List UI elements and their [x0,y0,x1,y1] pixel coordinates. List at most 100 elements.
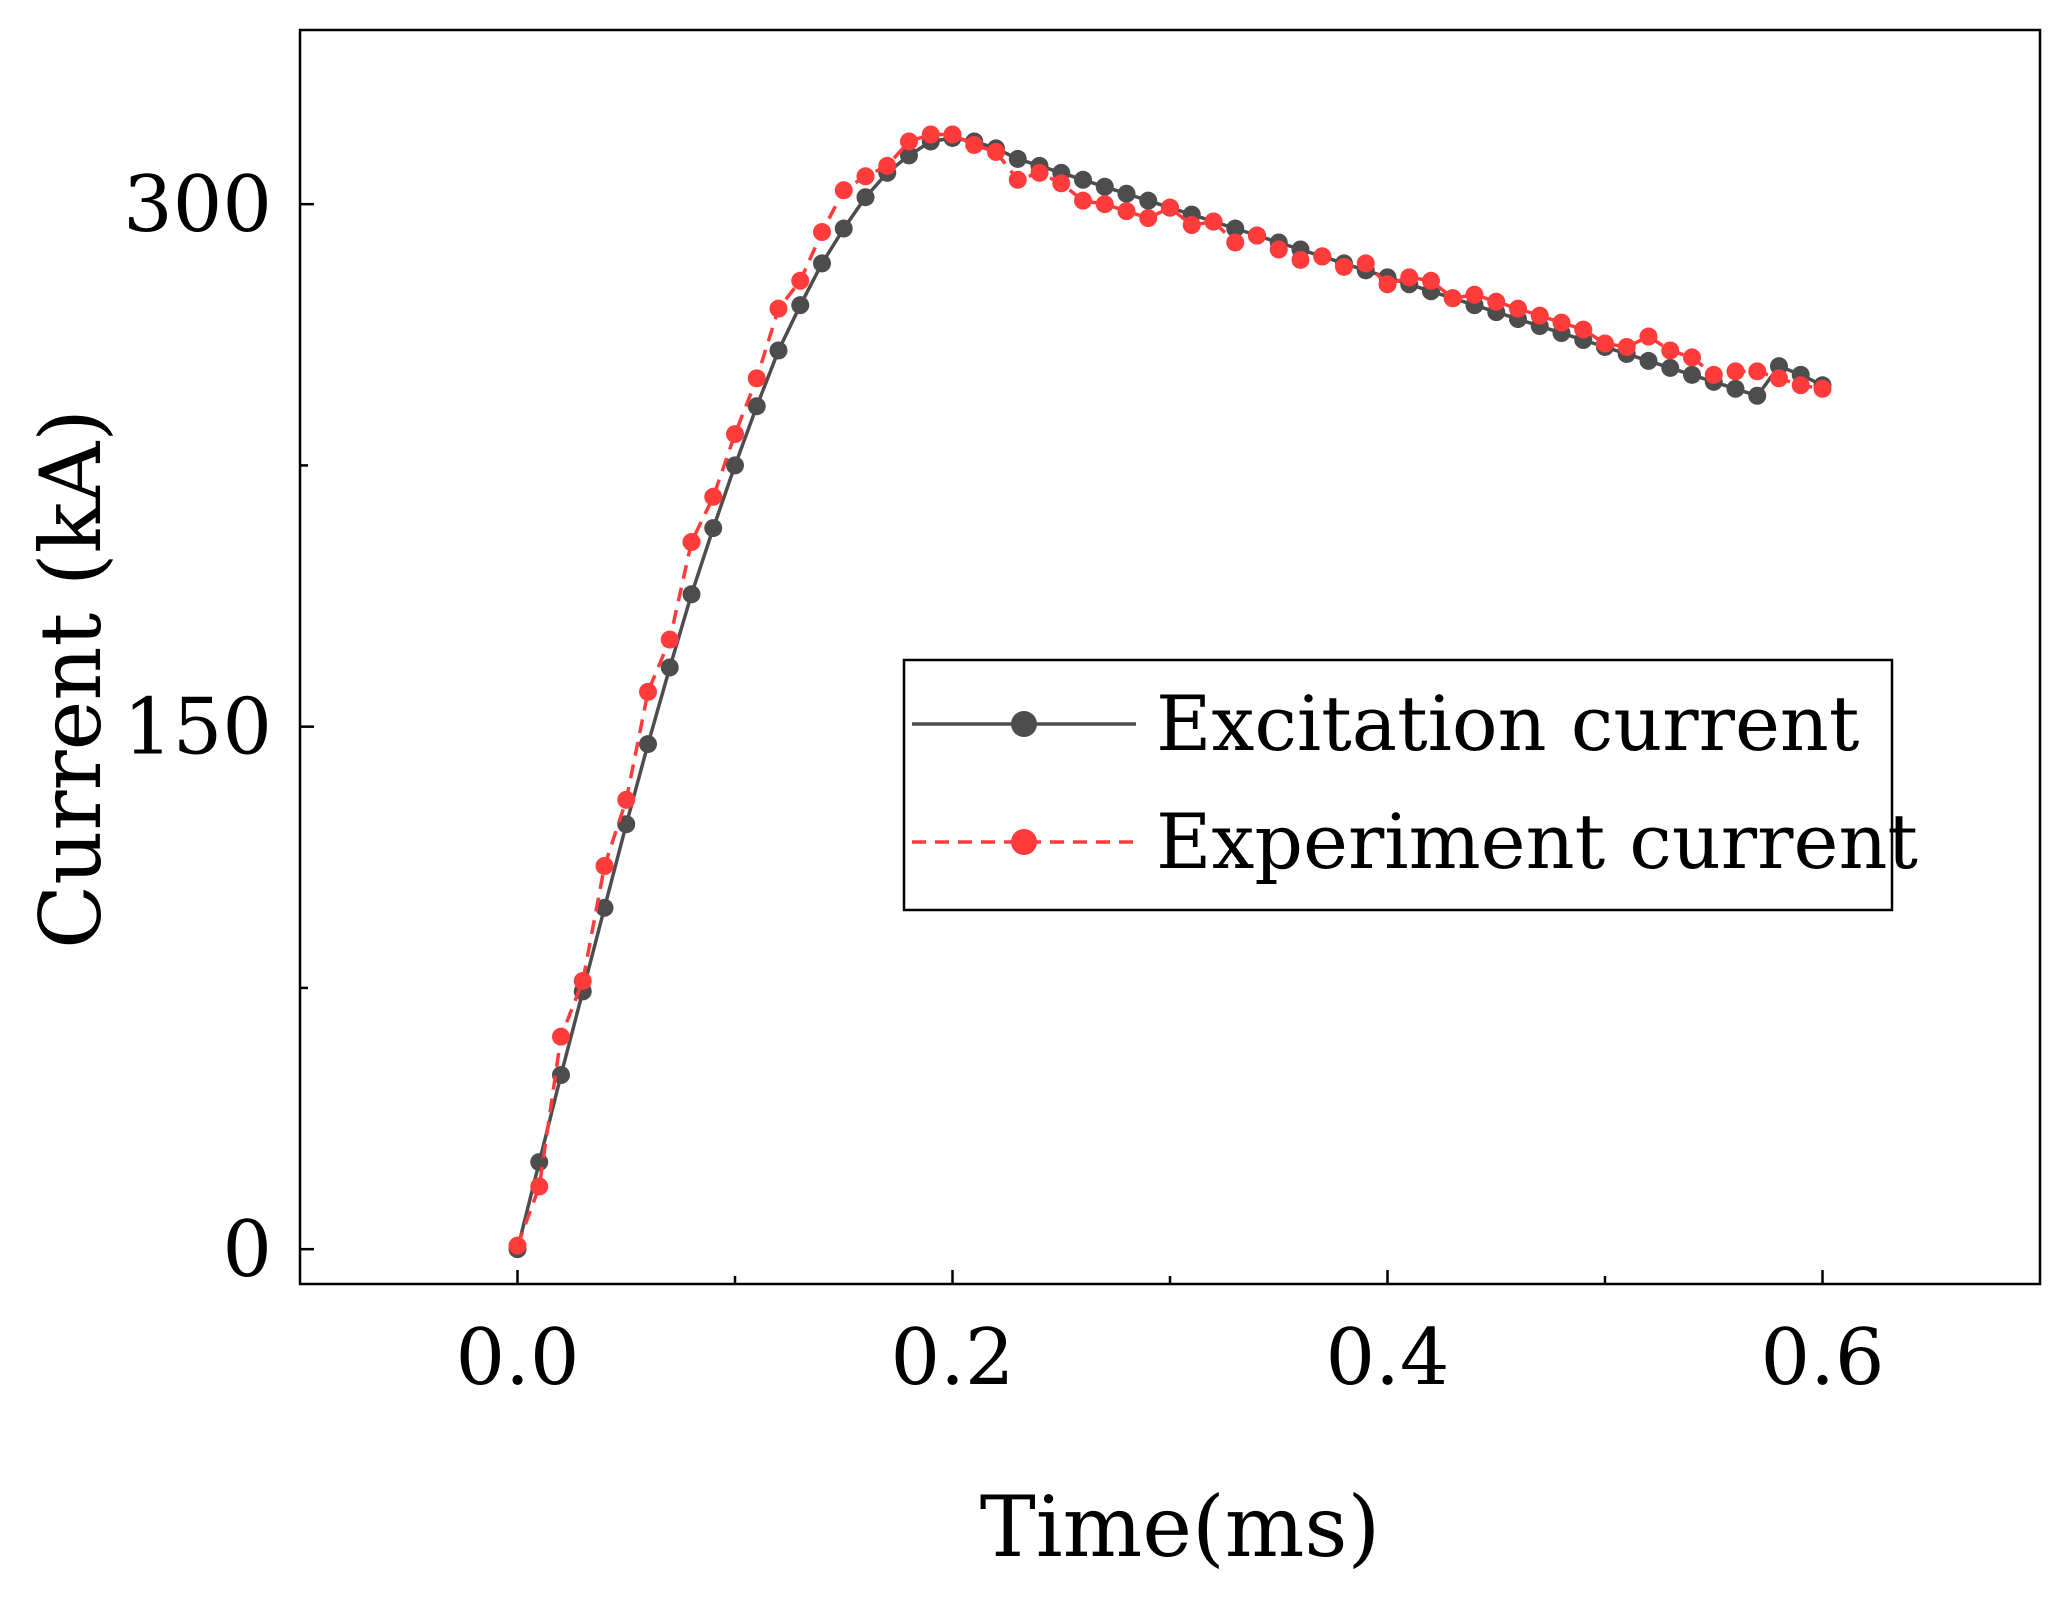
data-point [1509,299,1527,318]
data-point [1552,313,1571,332]
data-point [660,630,679,649]
data-point [1313,247,1332,266]
x-tick-label: 0.2 [890,1313,1014,1403]
data-point [878,156,897,175]
data-point [791,296,810,315]
data-point [1182,216,1201,235]
data-point [1726,362,1745,381]
data-point [1095,195,1114,214]
data-point [1030,163,1049,182]
data-point [1095,177,1114,196]
data-point [987,142,1005,161]
data-point [1291,250,1310,269]
data-point [1683,348,1701,367]
data-point [965,135,984,154]
x-axis-title: Time(ms) [980,1478,1381,1576]
data-point [1791,376,1810,395]
legend-entry-experiment-current: Experiment current [1156,797,1918,886]
y-tick-label: 300 [123,160,272,250]
data-point [704,519,723,538]
data-point [856,167,875,186]
data-point [834,181,853,200]
data-point [639,682,657,701]
data-point [1117,202,1136,221]
y-tick-label: 150 [123,683,272,773]
data-point [1596,334,1614,353]
data-point [530,1153,549,1172]
data-point [530,1177,549,1196]
data-point [1639,327,1658,346]
data-point [508,1236,527,1255]
data-point [1139,191,1158,210]
data-point [1639,351,1658,370]
data-point [1813,379,1832,398]
data-point [1074,191,1092,210]
legend-entry-excitation-current: Excitation current [1156,679,1859,768]
data-point [1617,337,1636,356]
data-point [943,125,962,144]
data-point [1748,362,1767,381]
data-point [1378,275,1397,294]
data-point [900,146,918,165]
x-tick-label: 0.0 [455,1313,579,1403]
data-point [1704,365,1723,384]
data-point [1530,306,1549,325]
x-tick-label: 0.4 [1325,1313,1449,1403]
data-point [1226,233,1245,252]
data-point [1204,212,1223,231]
legend-box [902,658,1894,912]
data-point [1248,226,1266,245]
legend-swatch-marker-experiment [1011,829,1037,855]
data-point [1726,379,1745,398]
data-point [747,397,766,416]
data-point [1335,257,1353,276]
data-point [552,1027,570,1046]
data-point [1683,365,1701,384]
data-point [573,971,592,990]
data-point [769,299,788,318]
data-point [1574,320,1593,339]
legend-swatch-marker-excitation [1011,711,1037,737]
data-point [1748,386,1767,405]
data-point [595,898,614,917]
data-point [1139,209,1158,228]
data-point [791,271,810,290]
y-axis-title: Current (kA) [22,409,120,949]
data-point [682,533,701,552]
data-point [1052,174,1071,193]
data-point [813,223,831,242]
data-point [1226,219,1245,238]
data-point [813,254,831,273]
data-point [1422,271,1440,290]
data-point [660,658,679,677]
data-point [834,219,853,238]
data-point [726,456,744,475]
legend: Excitation current Experiment current [902,658,1918,912]
data-point [1661,358,1680,377]
data-point [1008,149,1027,168]
data-point [921,125,940,144]
data-point [769,341,788,360]
data-point [682,585,701,604]
data-point [1770,369,1788,388]
data-point [639,735,657,754]
data-point [900,132,918,151]
y-tick-label: 0 [222,1205,272,1295]
data-point [1661,341,1680,360]
data-point [856,188,875,207]
data-point [1487,292,1506,311]
data-point [726,425,744,444]
data-point [1008,170,1027,189]
data-point [1117,184,1136,203]
data-point [617,790,636,809]
data-point [1465,285,1484,304]
data-point [1443,289,1462,308]
plot-frame [298,28,2042,1286]
tick-layer: 0.0 0.2 0.4 0.6 0 150 300 [123,160,1884,1403]
data-point [1161,198,1179,217]
data-point [1356,254,1375,273]
data-point [617,815,636,834]
data-point [704,487,723,506]
data-point [1074,170,1092,189]
